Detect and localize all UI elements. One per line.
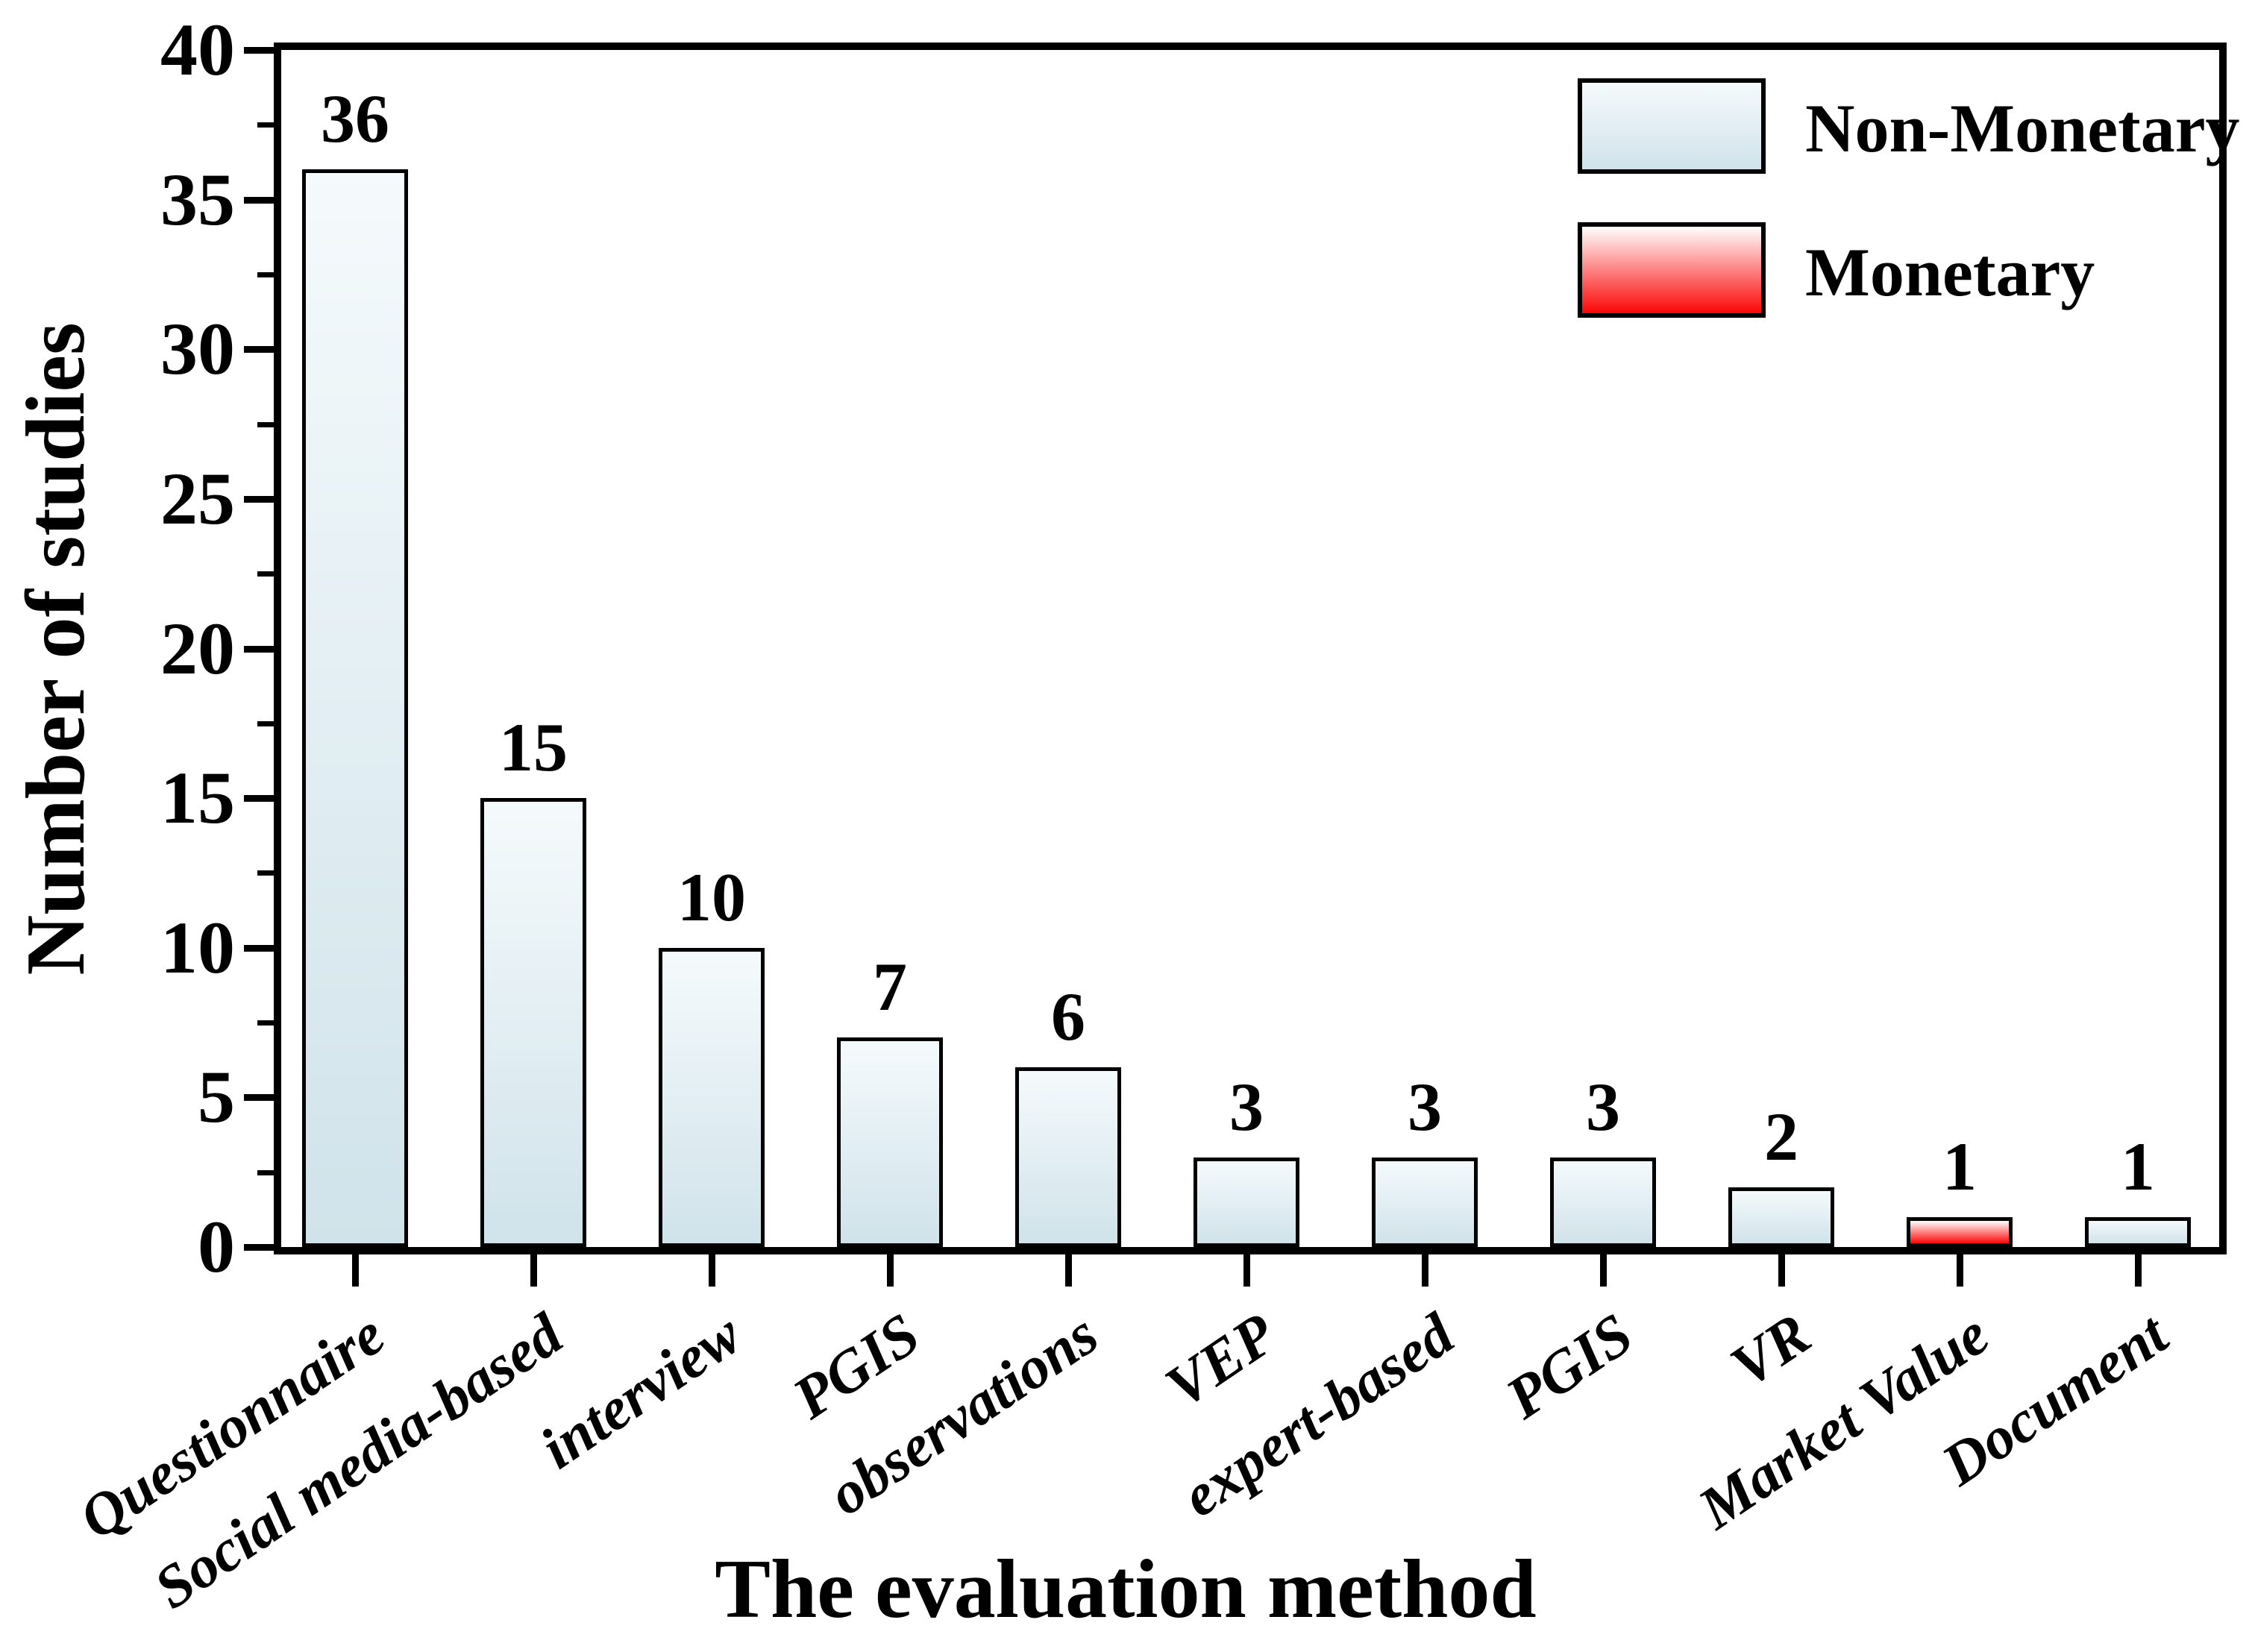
x-axis-tick bbox=[709, 1253, 715, 1287]
y-axis-minor-tick bbox=[257, 571, 274, 577]
y-axis-minor-tick bbox=[257, 870, 274, 876]
y-axis-title: Number of studies bbox=[10, 322, 102, 976]
bar-3 bbox=[659, 948, 765, 1247]
bar-value-label: 10 bbox=[677, 859, 746, 935]
y-axis-tick-label: 15 bbox=[160, 756, 235, 840]
bar-value-label: 3 bbox=[1586, 1069, 1620, 1145]
bar-value-label: 2 bbox=[1764, 1099, 1798, 1175]
x-axis-tick bbox=[1600, 1253, 1607, 1287]
bar-value-label: 6 bbox=[1051, 979, 1085, 1055]
y-axis-major-tick bbox=[244, 495, 274, 503]
y-axis-minor-tick bbox=[257, 122, 274, 128]
y-axis-major-tick bbox=[244, 1094, 274, 1102]
x-axis-tick bbox=[1957, 1253, 1963, 1287]
y-axis-major-tick bbox=[244, 795, 274, 803]
bar-value-label: 3 bbox=[1408, 1069, 1442, 1145]
x-axis-tick bbox=[887, 1253, 894, 1287]
bar-10 bbox=[1907, 1217, 2013, 1247]
y-axis-major-tick bbox=[244, 645, 274, 653]
y-axis-major-tick bbox=[244, 196, 274, 204]
bar-8 bbox=[1550, 1158, 1656, 1247]
y-axis-major-tick bbox=[244, 944, 274, 952]
y-axis-major-tick bbox=[244, 47, 274, 54]
legend-swatch-non-monetary bbox=[1578, 78, 1766, 174]
y-axis-tick-label: 20 bbox=[160, 606, 235, 690]
y-axis-tick-label: 40 bbox=[160, 8, 235, 91]
y-axis-minor-tick bbox=[257, 1169, 274, 1175]
y-axis-minor-tick bbox=[257, 1020, 274, 1026]
y-axis-minor-tick bbox=[257, 271, 274, 277]
y-axis-major-tick bbox=[244, 346, 274, 354]
legend-label-monetary: Monetary bbox=[1805, 234, 2095, 310]
bar-value-label: 1 bbox=[1942, 1128, 1977, 1205]
x-axis-tick bbox=[1065, 1253, 1072, 1287]
x-axis-tick bbox=[530, 1253, 537, 1287]
bar-1 bbox=[302, 169, 408, 1247]
bar-5 bbox=[1015, 1067, 1121, 1247]
bar-value-label: 36 bbox=[321, 81, 389, 157]
bar-value-label: 7 bbox=[873, 949, 907, 1025]
bar-7 bbox=[1372, 1158, 1478, 1247]
plot-frame bbox=[274, 43, 2227, 1254]
y-axis-minor-tick bbox=[257, 421, 274, 427]
x-axis-tick bbox=[1778, 1253, 1785, 1287]
bar-11 bbox=[2085, 1217, 2191, 1247]
bar-value-label: 15 bbox=[499, 709, 568, 785]
x-axis-tick bbox=[352, 1253, 359, 1287]
x-axis-tick bbox=[2135, 1253, 2142, 1287]
y-axis-tick-label: 35 bbox=[160, 157, 235, 241]
bar-value-label: 3 bbox=[1229, 1069, 1264, 1145]
x-axis-tick bbox=[1422, 1253, 1428, 1287]
y-axis-tick-label: 25 bbox=[160, 456, 235, 540]
y-axis-tick-label: 30 bbox=[160, 307, 235, 391]
y-axis-minor-tick bbox=[257, 720, 274, 726]
x-axis-tick bbox=[1243, 1253, 1250, 1287]
bar-2 bbox=[480, 798, 586, 1247]
y-axis-tick-label: 5 bbox=[198, 1055, 235, 1139]
bar-6 bbox=[1194, 1158, 1299, 1247]
bar-value-label: 1 bbox=[2121, 1128, 2155, 1205]
legend-label-non-monetary: Non-Monetary bbox=[1805, 90, 2240, 166]
y-axis-tick-label: 0 bbox=[198, 1205, 235, 1288]
y-axis-tick-label: 10 bbox=[160, 905, 235, 989]
bar-4 bbox=[837, 1037, 943, 1247]
bar-9 bbox=[1728, 1187, 1834, 1247]
legend-swatch-monetary bbox=[1578, 222, 1766, 318]
x-axis-title: The evaluation method bbox=[715, 1543, 1537, 1636]
y-axis-major-tick bbox=[244, 1244, 274, 1251]
